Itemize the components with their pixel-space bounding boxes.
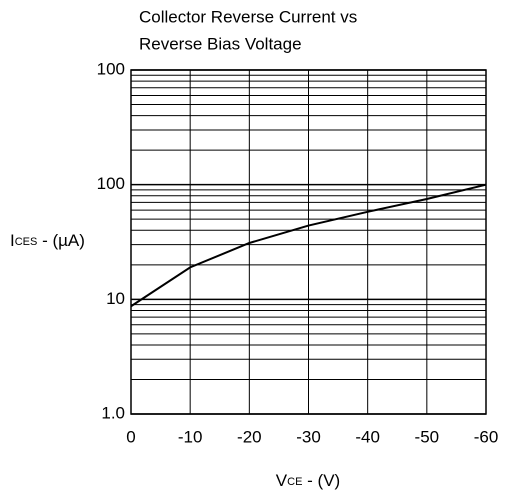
x-axis-label: VCE - (V) <box>276 471 340 490</box>
y-tick-label: 1.0 <box>101 403 125 422</box>
x-tick-label: -60 <box>474 427 499 446</box>
plot-frame <box>130 69 487 415</box>
y-tick-label: 10 <box>106 289 125 308</box>
x-tick-label: -50 <box>415 427 440 446</box>
x-tick-label: 0 <box>126 427 135 446</box>
x-tick-label: -40 <box>355 427 380 446</box>
x-tick-label: -10 <box>178 427 203 446</box>
chart-title: Reverse Bias Voltage <box>139 34 302 53</box>
x-tick-label: -30 <box>296 427 321 446</box>
x-tick-label: -20 <box>237 427 262 446</box>
y-tick-label: 100 <box>97 174 125 193</box>
y-axis-label: ICES - (µA) <box>10 231 85 250</box>
y-tick-label: 100 <box>97 59 125 78</box>
chart-title: Collector Reverse Current vs <box>139 7 357 26</box>
data-line <box>130 183 487 308</box>
